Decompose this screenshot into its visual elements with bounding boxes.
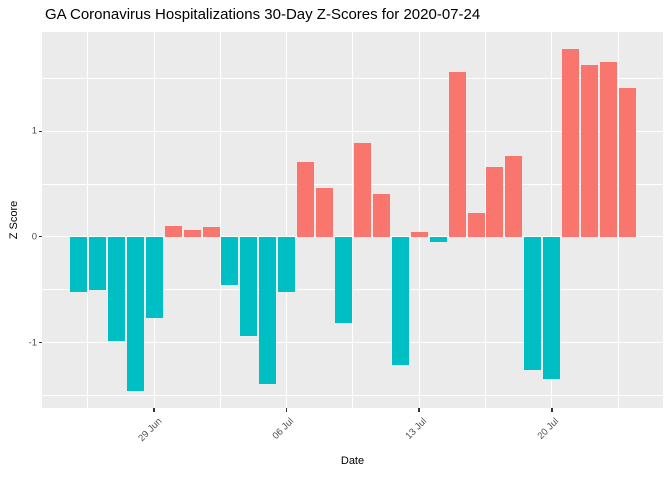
- zscore-bar: [335, 236, 353, 324]
- x-axis-label: Date: [340, 455, 365, 467]
- x-tick-mark: [153, 408, 155, 412]
- y-axis-label: Z Score: [8, 200, 20, 240]
- zscore-bar: [353, 142, 371, 237]
- zscore-bar: [297, 161, 315, 237]
- zscore-bar: [562, 48, 580, 237]
- x-major-gridline: [551, 32, 553, 408]
- x-tick-label: 29 Jun: [136, 416, 165, 444]
- zscore-bar: [429, 236, 447, 243]
- x-minor-gridline: [219, 32, 221, 408]
- x-minor-gridline: [617, 32, 619, 408]
- x-major-gridline: [286, 32, 288, 408]
- zscore-bar: [202, 227, 220, 237]
- y-tick-label: -1: [28, 337, 37, 349]
- zscore-bar: [410, 231, 428, 237]
- zscore-bar: [221, 236, 239, 286]
- x-tick-mark: [285, 408, 288, 412]
- x-tick-label: 13 Jul: [403, 416, 430, 442]
- zscore-bar: [618, 87, 636, 237]
- x-tick-label: 20 Jul: [535, 416, 562, 442]
- y-tick-label: 1: [31, 125, 37, 137]
- x-tick-label: 06 Jul: [270, 416, 297, 442]
- zscore-bar: [448, 72, 466, 237]
- zscore-bar: [164, 226, 182, 237]
- zscore-bar: [467, 212, 485, 237]
- zscore-bar: [316, 188, 334, 237]
- zscore-bar: [145, 236, 163, 319]
- zscore-bar: [278, 236, 296, 292]
- zscore-bar: [107, 236, 125, 342]
- zscore-bar: [581, 64, 599, 237]
- y-tick-label: 0: [31, 231, 37, 243]
- zscore-bar: [505, 155, 523, 237]
- x-tick-mark: [551, 408, 553, 412]
- zscore-bar: [372, 193, 390, 237]
- x-minor-gridline: [352, 32, 354, 408]
- y-tick-mark: [38, 236, 42, 238]
- y-tick-mark: [38, 130, 42, 132]
- y-tick-mark: [38, 342, 42, 344]
- x-major-gridline: [153, 32, 155, 408]
- zscore-bar: [391, 236, 409, 365]
- zscore-bar: [126, 236, 144, 392]
- zscore-bar: [543, 236, 561, 380]
- x-minor-gridline: [87, 32, 89, 408]
- x-major-gridline: [418, 32, 420, 408]
- x-minor-gridline: [484, 32, 486, 408]
- zscore-bar: [600, 61, 618, 237]
- zscore-bar: [240, 236, 258, 337]
- zscore-bar: [259, 236, 277, 384]
- zscore-bar: [183, 229, 201, 237]
- zscore-bar: [70, 236, 87, 292]
- x-tick-mark: [418, 408, 420, 412]
- zscore-bar: [486, 167, 504, 237]
- zscore-bar: [88, 236, 106, 290]
- chart-title: GA Coronavirus Hospitalizations 30-Day Z…: [45, 6, 481, 23]
- zscore-bar: [524, 236, 542, 370]
